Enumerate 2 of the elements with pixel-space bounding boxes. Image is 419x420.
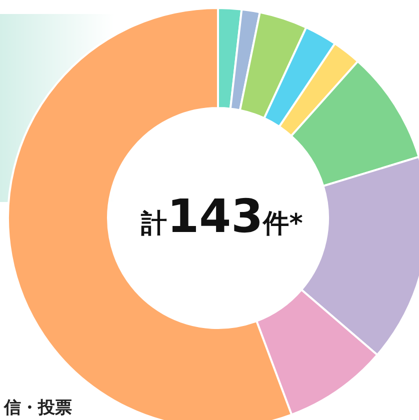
text: 計143件*	[140, 189, 304, 243]
text: 信・投票	[3, 398, 72, 418]
